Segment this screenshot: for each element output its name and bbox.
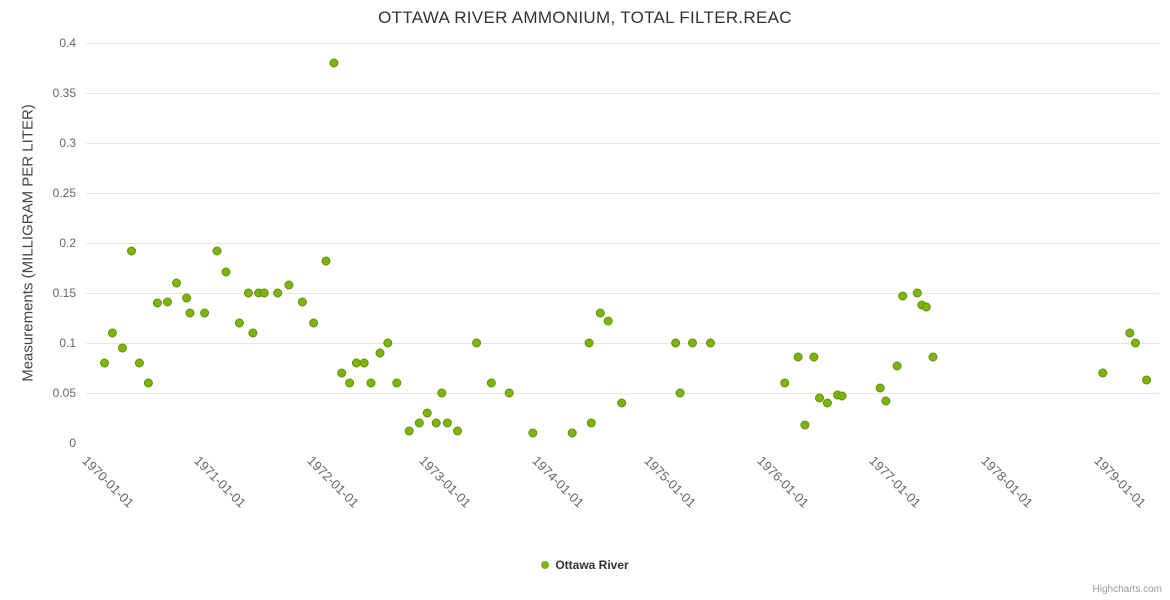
credits-link[interactable]: Highcharts.com <box>1092 584 1162 595</box>
y-tick-label: 0.35 <box>52 86 76 100</box>
data-point[interactable] <box>259 288 269 298</box>
data-point[interactable] <box>567 428 577 438</box>
x-tick-label: 1974-01-01 <box>529 453 587 511</box>
data-point[interactable] <box>603 316 613 326</box>
data-point[interactable] <box>875 383 885 393</box>
y-tick-label: 0.15 <box>52 286 76 300</box>
y-tick-label: 0.25 <box>52 186 76 200</box>
data-point[interactable] <box>837 391 847 401</box>
x-tick-label: 1972-01-01 <box>304 453 362 511</box>
data-point[interactable] <box>163 297 172 307</box>
y-tick-label: 0.4 <box>59 36 76 50</box>
data-point[interactable] <box>921 302 931 312</box>
data-point[interactable] <box>928 352 938 362</box>
data-point[interactable] <box>528 428 538 438</box>
data-point[interactable] <box>212 246 222 256</box>
data-point[interactable] <box>584 338 594 348</box>
data-point[interactable] <box>359 358 369 368</box>
data-point[interactable] <box>912 288 922 298</box>
data-point[interactable] <box>1125 328 1135 338</box>
data-point[interactable] <box>898 291 908 301</box>
data-point[interactable] <box>221 267 231 277</box>
x-tick-label: 1973-01-01 <box>416 453 475 511</box>
data-point[interactable] <box>392 378 402 388</box>
data-point[interactable] <box>366 378 376 388</box>
legend-marker-icon <box>541 561 550 569</box>
y-tick-label: 0.05 <box>52 386 76 400</box>
data-point[interactable] <box>892 361 902 371</box>
data-point[interactable] <box>706 338 715 348</box>
y-tick-label: 0.2 <box>59 236 76 250</box>
data-point[interactable] <box>1098 368 1108 378</box>
data-point[interactable] <box>404 426 414 436</box>
data-point[interactable] <box>329 58 339 68</box>
y-tick-label: 0 <box>69 436 76 450</box>
data-point[interactable] <box>321 256 331 266</box>
data-point[interactable] <box>414 418 424 428</box>
data-point[interactable] <box>134 358 144 368</box>
data-point[interactable] <box>671 338 681 348</box>
x-tick-label: 1977-01-01 <box>866 453 924 511</box>
data-point[interactable] <box>822 398 832 408</box>
data-point[interactable] <box>143 378 153 388</box>
legend-label: Ottawa River <box>555 558 629 572</box>
data-point[interactable] <box>309 318 319 328</box>
data-point[interactable] <box>107 328 117 338</box>
data-point[interactable] <box>504 388 514 398</box>
data-point[interactable] <box>172 278 181 288</box>
data-point[interactable] <box>486 378 496 388</box>
data-point[interactable] <box>422 408 432 418</box>
x-tick-label: 1970-01-01 <box>79 453 138 511</box>
data-point[interactable] <box>351 358 361 368</box>
data-point[interactable] <box>234 318 244 328</box>
data-point[interactable] <box>815 393 824 403</box>
legend-item-ottawa-river[interactable]: Ottawa River <box>0 558 1170 572</box>
data-point[interactable] <box>442 418 452 428</box>
data-point[interactable] <box>182 293 192 303</box>
data-point[interactable] <box>586 418 596 428</box>
x-tick-label: 1976-01-01 <box>753 453 812 511</box>
data-point[interactable] <box>617 398 627 408</box>
data-point[interactable] <box>273 288 283 298</box>
data-point[interactable] <box>472 338 482 348</box>
chart-title: OTTAWA RIVER AMMONIUM, TOTAL FILTER.REAC <box>378 8 792 27</box>
data-point[interactable] <box>152 298 162 308</box>
data-point[interactable] <box>383 338 393 348</box>
x-tick-label: 1978-01-01 <box>978 453 1037 511</box>
data-point[interactable] <box>375 348 385 358</box>
data-point[interactable] <box>185 308 195 318</box>
data-point[interactable] <box>688 338 697 348</box>
y-tick-label: 0.1 <box>59 336 76 350</box>
data-point[interactable] <box>675 388 685 398</box>
data-point[interactable] <box>809 352 819 362</box>
data-point[interactable] <box>793 352 803 362</box>
data-point[interactable] <box>1142 375 1152 385</box>
x-tick-label: 1979-01-01 <box>1091 453 1149 511</box>
data-point[interactable] <box>100 358 109 368</box>
data-point[interactable] <box>780 378 790 388</box>
data-point[interactable] <box>800 420 810 430</box>
data-point[interactable] <box>345 378 355 388</box>
data-point[interactable] <box>127 246 136 256</box>
data-point[interactable] <box>453 426 462 436</box>
x-tick-label: 1971-01-01 <box>191 453 250 511</box>
data-point[interactable] <box>118 343 127 353</box>
y-tick-label: 0.3 <box>59 136 76 150</box>
data-point[interactable] <box>243 288 253 298</box>
data-point[interactable] <box>1130 338 1140 348</box>
x-tick-label: 1975-01-01 <box>641 453 700 511</box>
data-point[interactable] <box>337 368 347 378</box>
data-point[interactable] <box>248 328 258 338</box>
data-point[interactable] <box>297 297 307 307</box>
plot-area <box>86 43 1159 438</box>
data-point[interactable] <box>431 418 441 428</box>
data-point[interactable] <box>284 280 294 290</box>
data-point[interactable] <box>200 308 210 318</box>
data-point[interactable] <box>881 396 891 406</box>
data-point[interactable] <box>437 388 447 398</box>
data-point[interactable] <box>595 308 605 318</box>
